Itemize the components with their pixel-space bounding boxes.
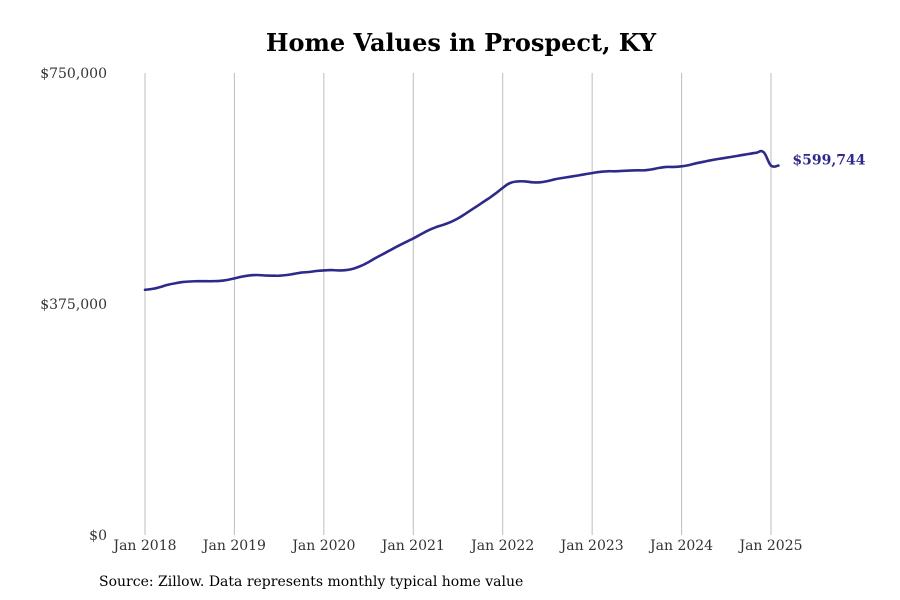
x-tick-label: Jan 2025 xyxy=(737,538,802,554)
x-tick-label: Jan 2023 xyxy=(559,538,624,554)
x-tick-label: Jan 2021 xyxy=(380,538,445,554)
home-value-line xyxy=(143,149,780,292)
y-tick-label: $750,000 xyxy=(40,66,107,82)
x-tick-label: Jan 2018 xyxy=(111,538,176,554)
y-tick-label: $0 xyxy=(89,528,107,544)
x-tick-label: Jan 2024 xyxy=(648,538,713,554)
x-tick-label: Jan 2020 xyxy=(290,538,355,554)
y-axis-ticks: $0 $375,000 $750,000 xyxy=(40,66,107,544)
chart-title: Home Values in Prospect, KY xyxy=(266,28,657,57)
gridlines xyxy=(144,73,772,535)
x-tick-label: Jan 2019 xyxy=(201,538,266,554)
source-note: Source: Zillow. Data represents monthly … xyxy=(99,574,524,590)
x-tick-label: Jan 2022 xyxy=(469,538,534,554)
latest-value-label: $599,744 xyxy=(792,153,865,169)
x-axis-ticks: Jan 2018 Jan 2019 Jan 2020 Jan 2021 Jan 2022… xyxy=(111,538,802,554)
y-tick-label: $375,000 xyxy=(40,297,107,313)
